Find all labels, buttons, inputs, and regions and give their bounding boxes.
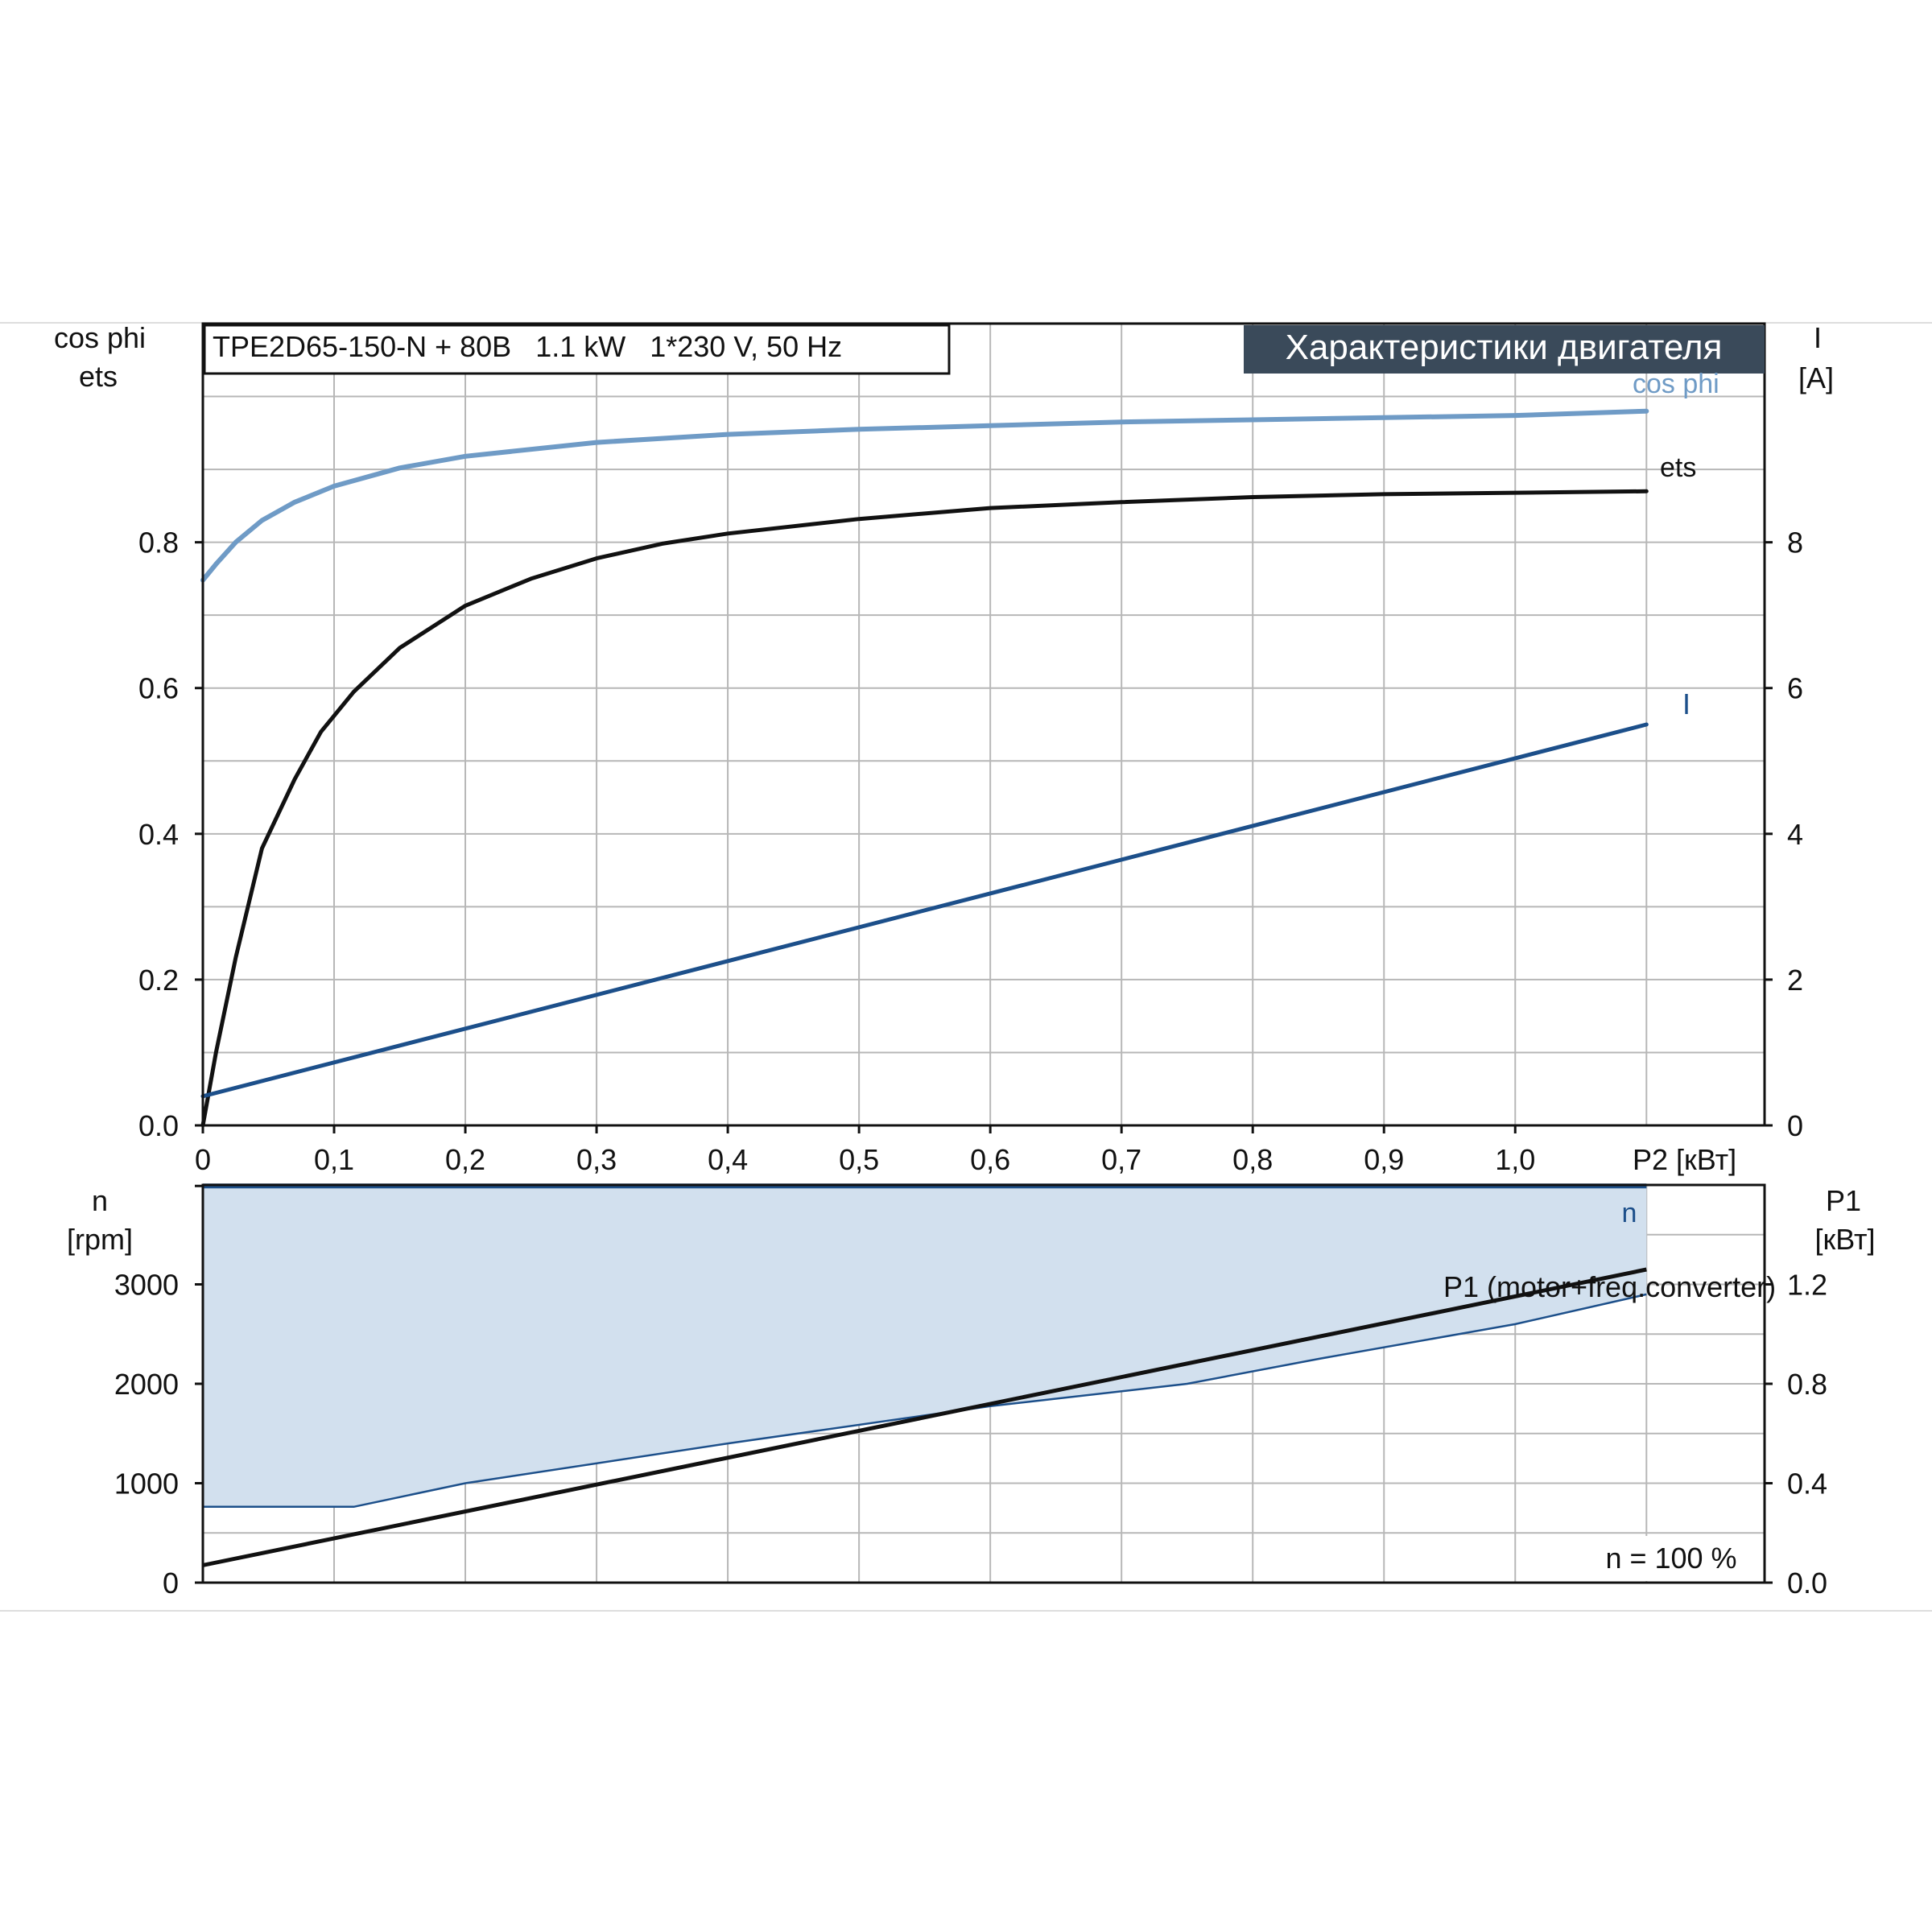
x-tick-label: 0,6 bbox=[970, 1143, 1010, 1176]
x-tick-label: 0,4 bbox=[708, 1143, 748, 1176]
series-label-cos-phi: cos phi bbox=[1633, 369, 1719, 399]
series-label-i: I bbox=[1682, 687, 1690, 720]
x-tick-label: 0,5 bbox=[839, 1143, 879, 1176]
series-label-n: n bbox=[1622, 1198, 1637, 1228]
bottom-right-axis-label-1: P1 bbox=[1826, 1184, 1861, 1217]
annotation-box bbox=[1576, 1536, 1763, 1581]
bottom-right-tick-label: 0.4 bbox=[1787, 1468, 1827, 1501]
annotation-n-100: n = 100 % bbox=[1605, 1542, 1736, 1575]
title-banner-text: Характеристики двигателя bbox=[1286, 328, 1723, 367]
top-series-layer bbox=[200, 408, 1649, 1128]
current-line bbox=[200, 722, 1649, 1099]
x-tick-label: 0,3 bbox=[576, 1143, 617, 1176]
series-label-p1: P1 (motor+freq.converter) bbox=[1443, 1270, 1776, 1303]
top-left-tick-label: 0.2 bbox=[138, 964, 179, 997]
bottom-series-layer bbox=[202, 1183, 1647, 1567]
x-tick-label: 0,2 bbox=[445, 1143, 485, 1176]
bottom-left-tick-label: 1000 bbox=[114, 1468, 179, 1501]
top-right-axis-label-2: [A] bbox=[1798, 361, 1834, 394]
bottom-right-tick-label: 1.2 bbox=[1787, 1269, 1827, 1302]
bottom-left-axis-label-2: [rpm] bbox=[67, 1223, 133, 1256]
bottom-left-axis-label-1: n bbox=[92, 1184, 108, 1217]
x-tick-label: 0,1 bbox=[314, 1143, 354, 1176]
top-grid bbox=[203, 324, 1765, 1125]
top-right-tick-label: 8 bbox=[1787, 526, 1803, 559]
top-right-tick-label: 2 bbox=[1787, 964, 1803, 997]
p1-lower-bound-curve bbox=[203, 1293, 1647, 1509]
top-left-tick-label: 0.6 bbox=[138, 672, 179, 705]
x-axis-label: P2 [кВт] bbox=[1633, 1143, 1736, 1176]
bottom-right-axis-label-2: [кВт] bbox=[1814, 1223, 1875, 1256]
bottom-left-tick-label: 0 bbox=[163, 1567, 179, 1600]
x-tick-label: 0,9 bbox=[1364, 1143, 1404, 1176]
series-label-ets: ets bbox=[1660, 452, 1696, 483]
top-right-axis-label-1: I bbox=[1814, 321, 1822, 354]
bottom-right-tick-label: 0.0 bbox=[1787, 1567, 1827, 1600]
bottom-left-tick-label: 2000 bbox=[114, 1368, 179, 1401]
p1-power-line bbox=[202, 1267, 1647, 1567]
top-left-axis-label-2: ets bbox=[79, 360, 118, 393]
top-plot-frame bbox=[201, 322, 1766, 1127]
x-tick-label: 0,7 bbox=[1101, 1143, 1141, 1176]
cos-phi-curve bbox=[200, 408, 1649, 583]
x-tick-label: 0,8 bbox=[1232, 1143, 1273, 1176]
top-right-tick-label: 0 bbox=[1787, 1109, 1803, 1142]
top-right-tick-label: 4 bbox=[1787, 818, 1803, 851]
x-tick-label: 1,0 bbox=[1495, 1143, 1535, 1176]
x-tick-label: 0 bbox=[195, 1143, 211, 1176]
bottom-left-tick-label: 3000 bbox=[114, 1269, 179, 1302]
top-left-tick-label: 0.4 bbox=[138, 818, 179, 851]
top-tick-labels: 0 0,1 0,2 0,3 0,4 0,5 0,6 0,7 0,8 0,9 1,0 0.0 0.2 0.4… bbox=[138, 526, 1803, 1176]
operating-range-fill bbox=[203, 1186, 1647, 1507]
bottom-right-tick-label: 0.8 bbox=[1787, 1368, 1827, 1401]
top-left-axis-label-1: cos phi bbox=[54, 321, 146, 354]
header-box bbox=[203, 324, 951, 375]
top-left-tick-label: 0.8 bbox=[138, 526, 179, 559]
ets-curve bbox=[200, 489, 1649, 1128]
header-text: TPE2D65-150-N + 80B 1.1 kW 1*230 V, 50 H… bbox=[213, 330, 842, 363]
top-left-tick-label: 0.0 bbox=[138, 1109, 179, 1142]
title-banner bbox=[1244, 325, 1765, 374]
bottom-tick-labels: 0 1000 2000 3000 0.0 0.4 0.8 1.2 bbox=[114, 1184, 1827, 1600]
top-right-tick-label: 6 bbox=[1787, 672, 1803, 705]
